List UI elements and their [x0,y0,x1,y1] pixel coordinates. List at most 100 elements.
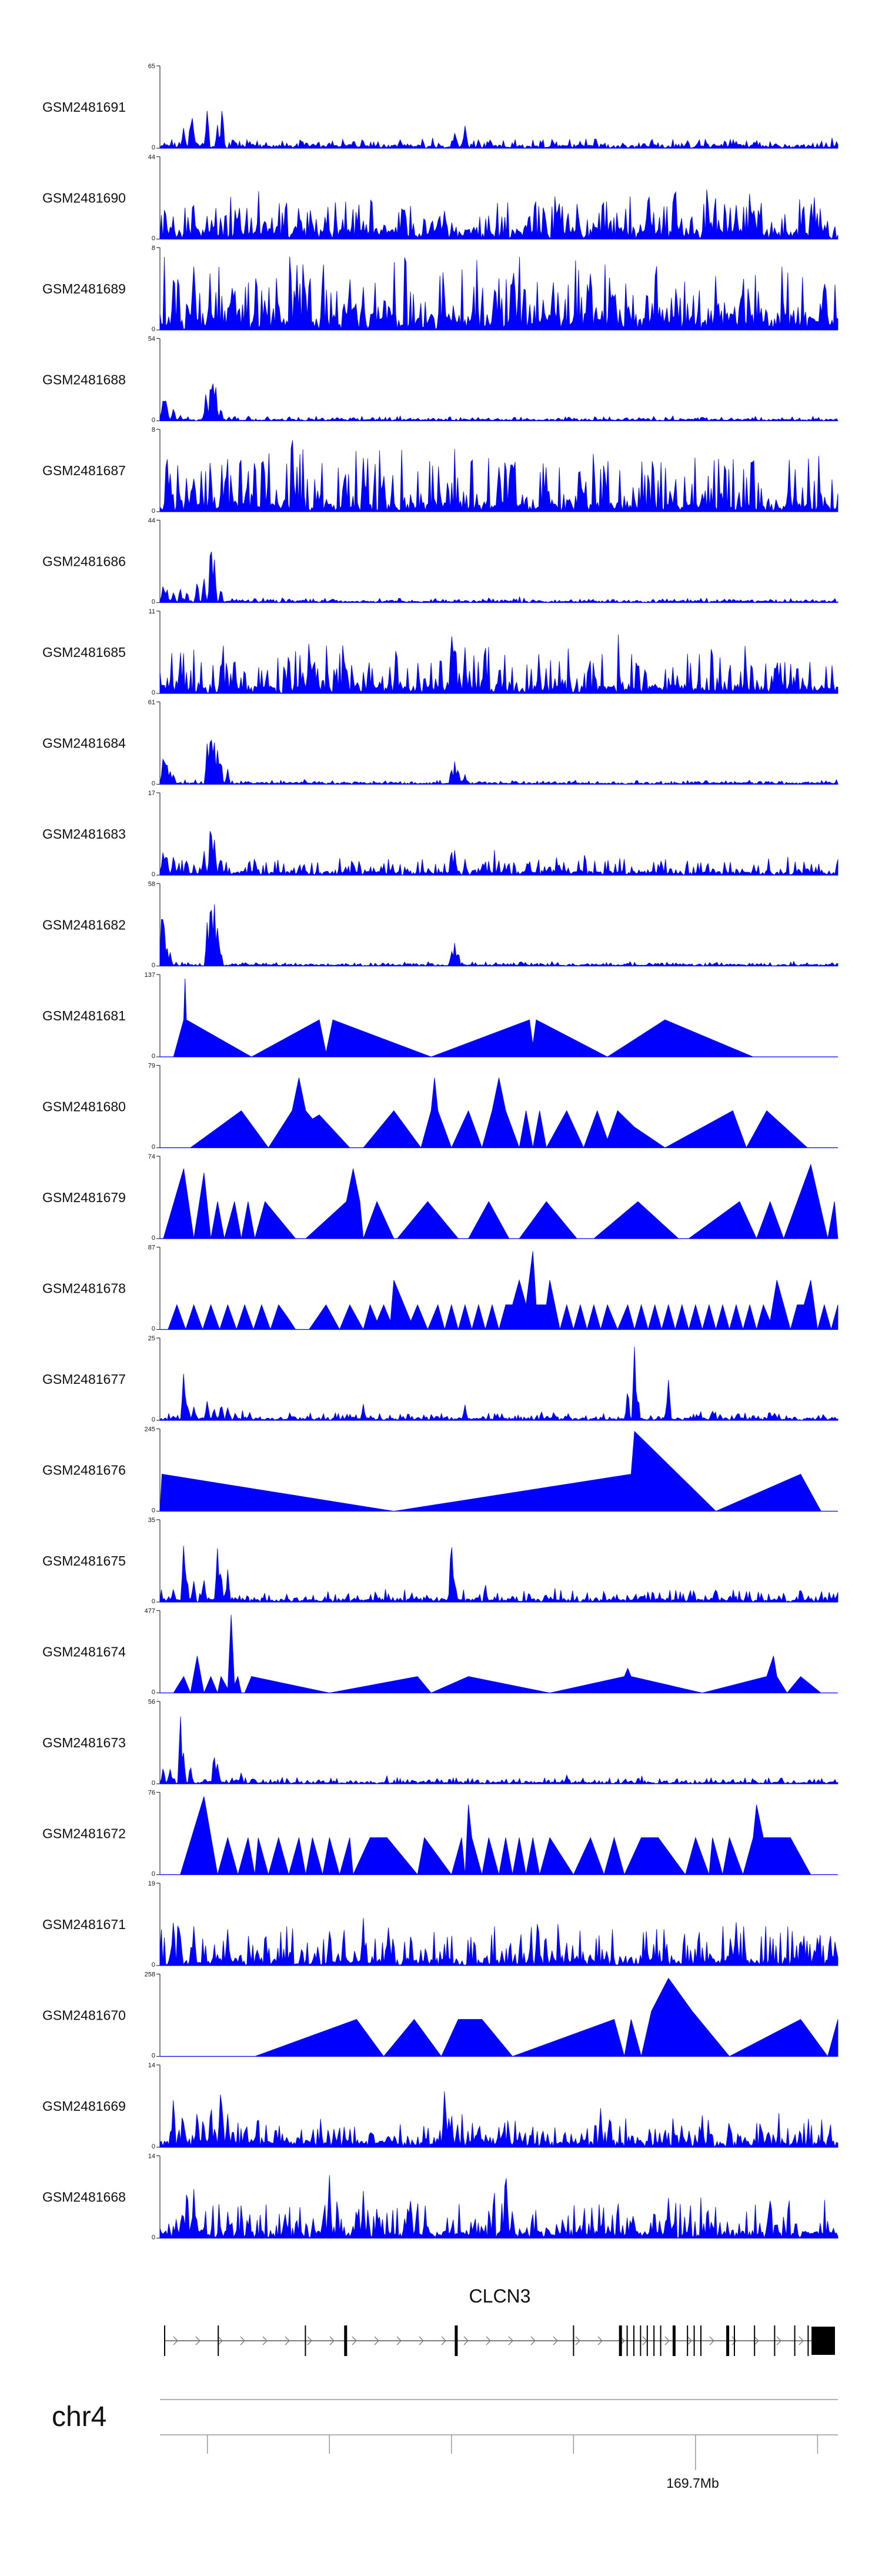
track-GSM2481676: GSM2481676 245 0 [42,1426,838,1514]
y-min-label: 0 [152,1871,155,1878]
track-label: GSM2481691 [42,99,126,115]
coverage-area [160,1251,838,1331]
strand-chevron [709,2336,714,2345]
y-max-label: 258 [145,1971,155,1978]
track-label: GSM2481683 [42,826,126,842]
gene-utr-block [811,2327,835,2355]
coverage-area [160,1163,838,1240]
y-min-label: 0 [152,235,155,242]
y-min-label: 0 [152,780,155,788]
track-GSM2481678: GSM2481678 87 0 [42,1244,838,1333]
genome-axis: chr4 169.7Mb [52,2399,838,2491]
y-max-label: 76 [148,1790,155,1797]
gene-exon [646,2325,648,2356]
y-max-label: 56 [148,1699,155,1706]
y-min-label: 0 [152,508,155,515]
track-GSM2481690: GSM2481690 44 0 [42,154,838,242]
strand-chevron [195,2336,201,2345]
y-max-label: 58 [148,881,155,888]
y-min-label: 0 [152,1507,155,1514]
strand-chevron [799,2336,804,2345]
y-min-label: 0 [152,1416,155,1423]
coverage-area [160,1077,838,1149]
y-min-label: 0 [152,417,155,424]
gene-exon [754,2325,756,2356]
y-max-label: 11 [149,608,155,615]
track-label: GSM2481686 [42,554,126,569]
track-label: GSM2481672 [42,1826,126,1841]
y-max-label: 19 [148,1880,155,1887]
y-max-label: 477 [145,1608,155,1615]
track-GSM2481687: GSM2481687 8 0 [42,426,838,515]
strand-chevron [329,2336,335,2345]
coverage-area [159,2091,838,2148]
gene-exon [807,2325,809,2356]
y-max-label: 44 [148,154,155,161]
gene-exon [619,2325,622,2356]
track-label: GSM2481669 [42,2098,126,2114]
y-min-label: 0 [152,2143,155,2150]
coverage-area [159,1430,838,1511]
strand-chevron [463,2336,469,2345]
strand-chevron [262,2336,268,2345]
track-GSM2481685: GSM2481685 11 0 [42,608,838,696]
track-label: GSM2481677 [42,1372,126,1387]
y-min-label: 0 [152,1326,155,1333]
track-label: GSM2481689 [42,281,126,296]
y-min-label: 0 [152,1144,155,1151]
gene-exon [633,2325,634,2356]
coverage-area [159,830,838,876]
track-GSM2481672: GSM2481672 76 0 [42,1790,838,1878]
gene-exon [794,2325,796,2356]
gene-exon [164,2325,165,2356]
gene-exon [344,2325,348,2356]
track-GSM2481673: GSM2481673 56 0 [42,1699,838,1787]
y-max-label: 8 [152,245,155,252]
coordinate-tick-label: 169.7Mb [666,2475,719,2491]
track-label: GSM2481676 [42,1463,126,1478]
track-label: GSM2481670 [42,2008,126,2023]
y-min-label: 0 [152,1961,155,1968]
track-label: GSM2481682 [42,917,126,933]
strand-chevron [218,2336,223,2345]
gene-name-label: CLCN3 [469,2285,531,2307]
strand-chevron [173,2336,178,2345]
strand-chevron [352,2336,357,2345]
gene-exon [700,2325,701,2356]
y-max-label: 8 [152,426,155,433]
track-GSM2481668: GSM2481668 14 0 [42,2153,838,2241]
gene-exon [693,2325,695,2356]
track-GSM2481683: GSM2481683 17 0 [42,790,838,878]
y-max-label: 25 [148,1335,155,1342]
gene-exon [774,2325,776,2356]
y-max-label: 137 [145,972,155,979]
y-min-label: 0 [152,689,155,696]
track-label: GSM2481679 [42,1190,126,1205]
strand-chevron [486,2336,491,2345]
y-min-label: 0 [152,1780,155,1787]
strand-chevron [687,2336,692,2345]
strand-chevron [441,2336,446,2345]
gene-exon [626,2325,628,2356]
track-GSM2481691: GSM2481691 65 0 [42,63,838,151]
track-GSM2481686: GSM2481686 44 0 [42,518,838,606]
track-label: GSM2481684 [42,736,126,751]
y-max-label: 17 [148,790,155,797]
track-GSM2481684: GSM2481684 61 0 [42,699,838,788]
y-min-label: 0 [152,599,155,606]
gene-exon [573,2325,574,2356]
track-GSM2481688: GSM2481688 54 0 [42,336,838,424]
strand-chevron [240,2336,245,2345]
chromosome-label: chr4 [52,2401,106,2432]
track-label: GSM2481668 [42,2190,126,2205]
track-label: GSM2481690 [42,191,126,206]
track-GSM2481679: GSM2481679 74 0 [42,1153,838,1242]
y-max-label: 14 [148,2153,155,2160]
y-max-label: 245 [145,1426,155,1433]
coverage-area [159,2175,838,2239]
y-min-label: 0 [152,2053,155,2060]
strand-chevron [664,2336,670,2345]
gene-exon [653,2325,655,2356]
